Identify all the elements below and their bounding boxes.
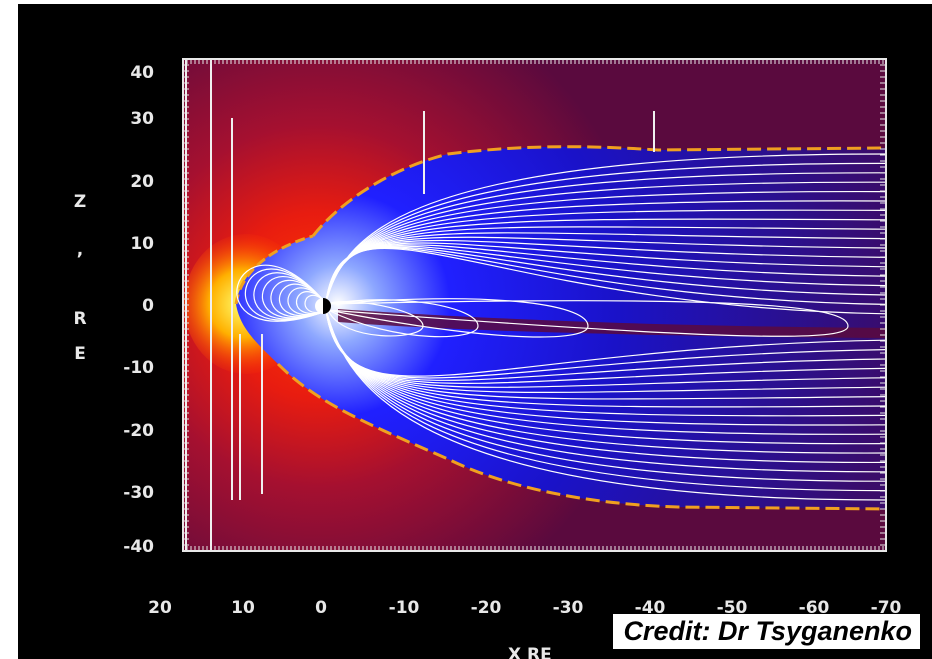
y-tick-label: 20 [130, 172, 154, 192]
x-tick-label: -20 [470, 598, 502, 618]
x-tick-label: -40 [634, 598, 666, 618]
x-tick-label: -10 [388, 598, 420, 618]
credit-label: Credit: Dr Tsyganenko [613, 614, 920, 649]
frame-ticks [182, 58, 886, 552]
y-tick-label: -40 [123, 537, 154, 557]
magnetosphere-plot [182, 58, 887, 552]
y-axis-letter: Z [73, 192, 87, 212]
y-tick-label: 40 [130, 63, 154, 83]
x-tick-label: -70 [870, 598, 902, 618]
y-axis-letter: E [74, 344, 86, 364]
magnetopause-nose [234, 234, 314, 305]
y-axis-letter: , [76, 240, 84, 260]
magnetopause-north [311, 145, 886, 237]
figure-panel: 40 30 20 10 0 -10 -20 -30 -40 Z , R E 20… [18, 4, 932, 659]
y-tick-label: 30 [130, 109, 154, 129]
x-tick-label: 20 [148, 598, 172, 618]
field-lines [236, 153, 886, 501]
y-tick-label: -20 [123, 421, 154, 441]
x-tick-label: -30 [552, 598, 584, 618]
y-tick-label: 0 [142, 296, 154, 316]
plasma-sheet [338, 309, 886, 338]
x-tick-label: 10 [231, 598, 255, 618]
y-tick-label: -10 [123, 358, 154, 378]
y-tick-label: -30 [123, 483, 154, 503]
x-tick-label: 0 [315, 598, 327, 618]
y-tick-label: 10 [130, 234, 154, 254]
magnetopause-south [276, 362, 886, 511]
x-tick-label: -60 [798, 598, 830, 618]
x-axis-title: X RE [508, 645, 552, 659]
earth-nightside [323, 298, 331, 314]
y-axis-letter: R [73, 309, 87, 329]
x-tick-label: -50 [716, 598, 748, 618]
